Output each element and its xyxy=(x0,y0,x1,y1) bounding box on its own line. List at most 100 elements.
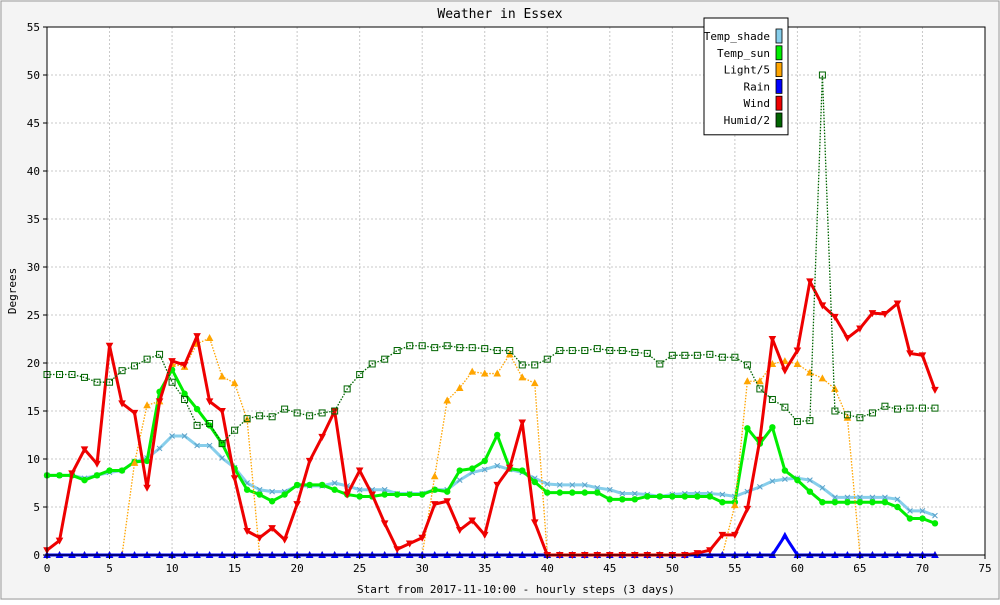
data-point xyxy=(268,413,276,421)
data-point xyxy=(818,302,827,310)
series-line xyxy=(46,279,937,557)
data-point xyxy=(143,401,151,409)
data-point xyxy=(106,467,113,474)
data-point xyxy=(218,440,226,448)
data-point xyxy=(269,488,275,495)
data-point xyxy=(293,501,301,509)
data-point xyxy=(881,499,889,506)
data-point xyxy=(205,334,214,342)
data-point xyxy=(744,425,751,432)
data-point xyxy=(443,342,451,350)
data-point xyxy=(468,367,477,375)
data-point xyxy=(393,491,401,498)
data-point xyxy=(831,384,839,392)
legend-swatch xyxy=(775,45,783,61)
data-point xyxy=(868,409,876,417)
data-point xyxy=(155,398,164,406)
data-point xyxy=(882,494,888,501)
data-point xyxy=(256,486,263,493)
data-point xyxy=(518,419,527,427)
data-point xyxy=(906,404,914,412)
data-point xyxy=(856,414,864,422)
x-tick-label: 70 xyxy=(916,562,929,575)
data-point xyxy=(530,379,539,387)
plot-border xyxy=(46,26,986,556)
data-point xyxy=(381,486,388,493)
data-point xyxy=(406,491,413,498)
data-point xyxy=(581,482,588,488)
legend-swatch xyxy=(775,112,783,128)
data-point xyxy=(644,493,651,500)
data-point xyxy=(293,409,301,417)
data-point xyxy=(718,353,726,361)
data-point xyxy=(444,488,451,495)
data-point xyxy=(405,540,414,548)
y-tick-label: 10 xyxy=(27,453,40,466)
data-point xyxy=(769,424,776,431)
data-point xyxy=(743,361,751,369)
x-tick-label: 5 xyxy=(106,562,113,575)
data-point xyxy=(919,507,926,514)
data-point xyxy=(681,351,689,359)
data-point xyxy=(818,374,827,382)
data-point xyxy=(505,464,514,472)
data-point xyxy=(206,442,213,449)
data-point xyxy=(493,481,502,489)
data-point xyxy=(769,478,776,484)
data-point xyxy=(756,436,764,444)
data-point xyxy=(718,531,727,539)
data-point xyxy=(731,353,739,361)
data-point xyxy=(693,550,702,558)
x-tick-label: 25 xyxy=(353,562,366,575)
data-point xyxy=(268,525,276,533)
data-point xyxy=(856,325,864,333)
data-point xyxy=(281,491,288,498)
data-point xyxy=(531,478,538,486)
data-point xyxy=(181,433,188,439)
data-point xyxy=(130,458,139,466)
data-point xyxy=(118,400,126,408)
data-point xyxy=(193,405,201,413)
data-point xyxy=(331,407,339,415)
data-point xyxy=(356,493,363,500)
data-point xyxy=(130,409,139,417)
data-point xyxy=(468,344,476,352)
data-point xyxy=(918,404,926,412)
data-point xyxy=(106,378,114,386)
data-point xyxy=(306,412,314,420)
data-point xyxy=(455,383,464,391)
data-point xyxy=(894,503,901,511)
data-point xyxy=(818,71,826,79)
data-point xyxy=(318,409,326,417)
data-point xyxy=(443,498,452,506)
legend-swatch xyxy=(775,79,783,94)
x-tick-label: 35 xyxy=(478,562,491,575)
data-point xyxy=(218,440,226,447)
data-point xyxy=(343,385,351,393)
data-point xyxy=(330,408,339,415)
data-point xyxy=(631,490,638,497)
data-point xyxy=(93,378,101,386)
data-point xyxy=(743,505,752,513)
y-tick-label: 5 xyxy=(33,501,40,514)
y-tick-label: 15 xyxy=(27,405,40,418)
data-point xyxy=(81,373,89,381)
data-point xyxy=(480,369,489,377)
data-point xyxy=(619,496,626,503)
data-point xyxy=(719,499,726,506)
data-point xyxy=(231,426,239,434)
data-point xyxy=(781,467,789,474)
data-point xyxy=(356,371,364,379)
data-point xyxy=(168,378,176,386)
data-point xyxy=(543,355,551,363)
data-point xyxy=(368,491,376,499)
ticks: 0 5 10 15 20 25 30 35 40 45 50 55 60 65 70 75 0 5 10 15 20 25… xyxy=(27,21,992,575)
data-point xyxy=(68,470,76,478)
data-point xyxy=(256,491,263,498)
data-point xyxy=(455,527,464,535)
data-point xyxy=(868,310,877,318)
data-point xyxy=(380,520,389,528)
data-point xyxy=(606,496,613,503)
data-point xyxy=(355,467,364,475)
data-point xyxy=(481,345,489,353)
